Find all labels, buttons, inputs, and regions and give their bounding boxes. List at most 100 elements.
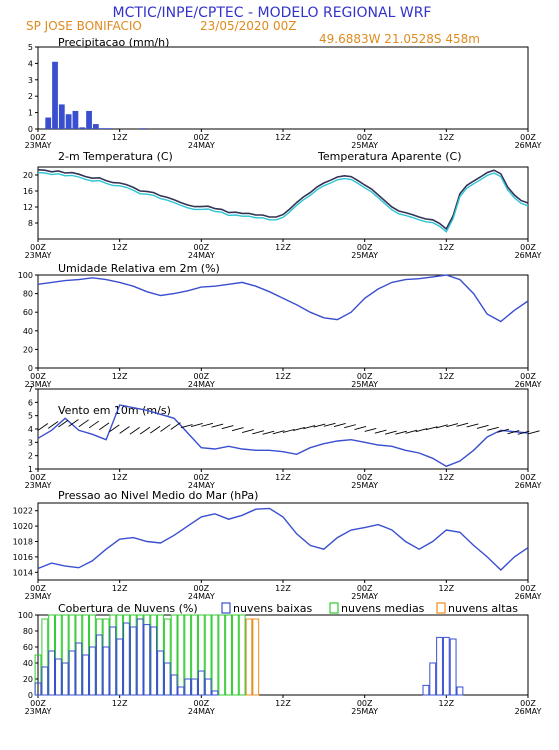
rh-xtick-day: 26MAY bbox=[515, 380, 542, 389]
temp-xtick-day: 24MAY bbox=[188, 251, 215, 260]
cloud-bar-nuvens-baixas bbox=[429, 662, 437, 696]
temp-legend-apparent: Temperatura Aparente (C) bbox=[317, 150, 462, 163]
pressure-xtick-hour: 00Z bbox=[30, 584, 46, 593]
wind-xtick-day: 25MAY bbox=[351, 481, 378, 490]
precip-bar bbox=[58, 104, 65, 129]
cloud-bar-nuvens-baixas bbox=[204, 678, 212, 696]
wind-barb bbox=[252, 430, 265, 435]
wind-ytick-label: 1 bbox=[28, 465, 33, 474]
wind-barb bbox=[58, 419, 69, 428]
clouds-xtick-hour: 00Z bbox=[520, 699, 536, 708]
wind-barb bbox=[129, 426, 140, 435]
clouds-xtick-hour: 12Z bbox=[275, 699, 291, 708]
cloud-bar-nuvens-baixas bbox=[197, 670, 205, 696]
wind-barb bbox=[221, 425, 234, 430]
rh-xtick-hour: 00Z bbox=[520, 372, 536, 381]
header-title: MCTIC/INPE/CPTEC - MODELO REGIONAL WRF bbox=[113, 5, 432, 21]
cloud-legend-swatch bbox=[436, 602, 446, 614]
precip-xtick-hour: 00Z bbox=[193, 133, 209, 142]
cloud-bar-nuvens-baixas bbox=[177, 686, 185, 696]
wind-barb bbox=[303, 425, 316, 430]
precip-xtick-hour: 00Z bbox=[30, 133, 46, 142]
rh-xtick-day: 24MAY bbox=[188, 380, 215, 389]
cloud-bar-nuvens-baixas bbox=[61, 662, 69, 696]
cloud-bar-nuvens-baixas bbox=[68, 650, 76, 696]
header-coords: 49.6883W 21.0528S 458m bbox=[319, 32, 480, 46]
precip-xtick-hour: 00Z bbox=[520, 133, 536, 142]
wind-barb bbox=[78, 419, 89, 428]
pressure-ytick-label: 1016 bbox=[13, 553, 33, 562]
rh-ytick-label: 60 bbox=[23, 308, 33, 317]
precip-bar bbox=[72, 110, 79, 129]
wind-title: Vento em 10m (m/s) bbox=[58, 404, 171, 417]
precip-xtick-day: 25MAY bbox=[351, 141, 378, 150]
rh-xtick-day: 25MAY bbox=[351, 380, 378, 389]
wind-ytick-label: 2 bbox=[28, 452, 33, 461]
wind-barb bbox=[425, 426, 438, 431]
temp-line bbox=[37, 169, 529, 231]
wind-xtick-hour: 00Z bbox=[193, 473, 209, 482]
rh-ytick-label: 40 bbox=[23, 327, 33, 336]
temp-xtick-hour: 00Z bbox=[30, 243, 46, 252]
temp-xtick-hour: 12Z bbox=[112, 243, 128, 252]
wind-xtick-day: 24MAY bbox=[188, 481, 215, 490]
cloud-bar-nuvens-baixas bbox=[184, 678, 192, 696]
wind-barb bbox=[242, 428, 254, 433]
clouds-ytick-label: 80 bbox=[23, 627, 33, 636]
wind-barb bbox=[354, 425, 367, 430]
clouds-xtick-day: 24MAY bbox=[188, 707, 215, 716]
clouds-ytick-label: 0 bbox=[28, 691, 33, 700]
cloud-bar-nuvens-baixas bbox=[129, 626, 137, 696]
wind-ytick-label: 4 bbox=[28, 425, 33, 434]
cloud-bar-nuvens-medias bbox=[238, 614, 246, 696]
cloud-bar-nuvens-baixas bbox=[123, 622, 130, 696]
pressure-line bbox=[37, 507, 529, 571]
cloud-bar-nuvens-baixas bbox=[82, 654, 90, 696]
precip-xtick-day: 24MAY bbox=[188, 141, 215, 150]
cloud-bar-nuvens-medias bbox=[225, 614, 232, 696]
pressure-ytick-label: 1022 bbox=[13, 507, 33, 516]
cloud-bar-nuvens-baixas bbox=[170, 674, 178, 696]
temp-ytick-label: 12 bbox=[23, 203, 33, 212]
wind-barb bbox=[395, 430, 407, 435]
temp-xtick-hour: 12Z bbox=[275, 243, 291, 252]
rh-xtick-hour: 12Z bbox=[112, 372, 128, 381]
precip-ytick-label: 1 bbox=[28, 109, 33, 118]
clouds-xtick-hour: 00Z bbox=[30, 699, 46, 708]
wind-barb bbox=[323, 422, 336, 427]
wind-barb bbox=[180, 424, 193, 429]
wind-barb bbox=[527, 430, 540, 435]
precip-bar bbox=[52, 61, 58, 130]
rh-xtick-day: 23MAY bbox=[25, 380, 52, 389]
rh-ytick-label: 20 bbox=[23, 345, 33, 354]
temp-ytick-label: 8 bbox=[28, 219, 33, 228]
wind-barb bbox=[68, 419, 79, 427]
pressure-title: Pressao ao Nivel Medio do Mar (hPa) bbox=[58, 489, 258, 502]
temp-ytick-label: 16 bbox=[23, 187, 33, 196]
cloud-bar-nuvens-baixas bbox=[163, 662, 171, 696]
wind-ytick-label: 5 bbox=[28, 412, 33, 421]
cloud-bar-nuvens-baixas bbox=[102, 646, 110, 696]
wind-xtick-hour: 12Z bbox=[112, 473, 128, 482]
pressure-xtick-hour: 00Z bbox=[520, 584, 536, 593]
wind-xtick-hour: 00Z bbox=[520, 473, 536, 482]
header-run-date: 23/05/2020 00Z bbox=[200, 19, 296, 33]
wind-barb bbox=[476, 424, 489, 429]
clouds-ytick-label: 60 bbox=[23, 643, 33, 652]
wind-barb bbox=[231, 427, 244, 432]
precip-ytick-label: 0 bbox=[28, 125, 33, 134]
temp-xtick-hour: 00Z bbox=[520, 243, 536, 252]
wind-barb bbox=[47, 421, 59, 429]
pressure-ytick-label: 1014 bbox=[13, 568, 33, 577]
cloud-legend-label: nuvens altas bbox=[448, 602, 518, 615]
clouds-xtick-day: 25MAY bbox=[351, 707, 378, 716]
temp-xtick-day: 26MAY bbox=[515, 251, 542, 260]
wind-xtick-day: 26MAY bbox=[515, 481, 542, 490]
precip-ytick-label: 5 bbox=[28, 43, 33, 52]
clouds-xtick-day: 26MAY bbox=[515, 707, 542, 716]
cloud-bar-nuvens-baixas bbox=[109, 626, 117, 696]
clouds-xtick-hour: 12Z bbox=[438, 699, 454, 708]
